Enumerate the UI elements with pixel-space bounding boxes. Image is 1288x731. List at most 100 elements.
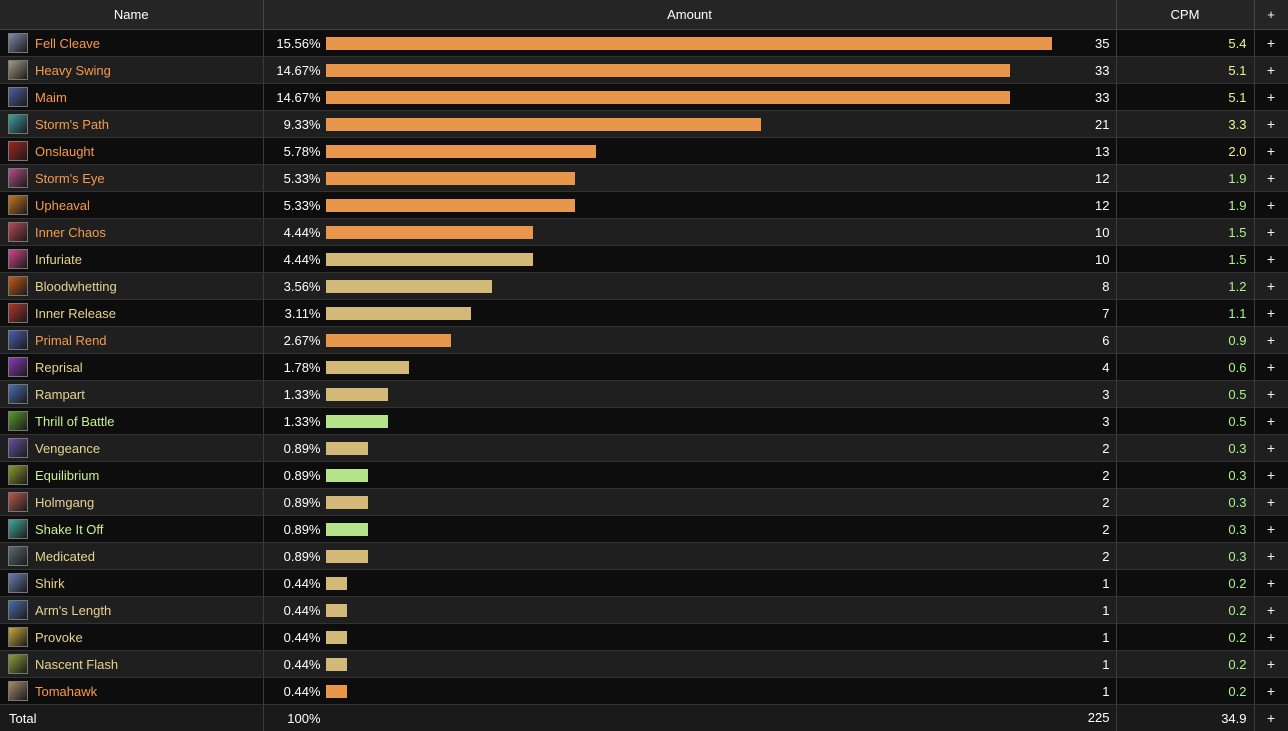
ability-name[interactable]: Medicated: [35, 549, 95, 564]
expand-row-button[interactable]: +: [1254, 651, 1288, 678]
expand-row-button[interactable]: +: [1254, 273, 1288, 300]
ability-name[interactable]: Reprisal: [35, 360, 83, 375]
expand-row-button[interactable]: +: [1254, 543, 1288, 570]
amount-bar: [326, 604, 347, 617]
expand-row-button[interactable]: +: [1254, 57, 1288, 84]
expand-row-button[interactable]: +: [1254, 678, 1288, 705]
ability-name[interactable]: Shirk: [35, 576, 65, 591]
ability-name[interactable]: Inner Release: [35, 306, 116, 321]
reprisal-icon: [8, 357, 28, 377]
expand-row-button[interactable]: +: [1254, 408, 1288, 435]
header-row: Name Amount CPM +: [0, 0, 1288, 30]
expand-row-button[interactable]: +: [1254, 570, 1288, 597]
cast-count: 12: [1095, 198, 1109, 213]
cast-count: 3: [1102, 387, 1109, 402]
amount-bar: [326, 415, 388, 428]
cast-count: 33: [1095, 90, 1109, 105]
ability-name[interactable]: Shake It Off: [35, 522, 103, 537]
ability-name[interactable]: Thrill of Battle: [35, 414, 114, 429]
ability-name[interactable]: Maim: [35, 90, 67, 105]
ability-name[interactable]: Bloodwhetting: [35, 279, 117, 294]
expand-row-button[interactable]: +: [1254, 246, 1288, 273]
ability-name[interactable]: Storm's Eye: [35, 171, 105, 186]
expand-row-button[interactable]: +: [1254, 462, 1288, 489]
cast-percent: 0.89%: [264, 522, 321, 537]
expand-row-button[interactable]: +: [1254, 165, 1288, 192]
ability-name[interactable]: Infuriate: [35, 252, 82, 267]
cast-percent: 1.33%: [264, 414, 321, 429]
expand-row-button[interactable]: +: [1254, 300, 1288, 327]
expand-row-button[interactable]: +: [1254, 219, 1288, 246]
ability-name[interactable]: Equilibrium: [35, 468, 99, 483]
cpm-header[interactable]: CPM: [1116, 0, 1254, 30]
cpm-value: 0.3: [1116, 462, 1254, 489]
expand-row-button[interactable]: +: [1254, 516, 1288, 543]
expand-row-button[interactable]: +: [1254, 30, 1288, 57]
ability-name[interactable]: Onslaught: [35, 144, 94, 159]
expand-row-button[interactable]: +: [1254, 435, 1288, 462]
ability-name[interactable]: Rampart: [35, 387, 85, 402]
cast-percent: 0.89%: [264, 441, 321, 456]
cast-percent: 9.33%: [264, 117, 321, 132]
expand-row-button[interactable]: +: [1254, 192, 1288, 219]
expand-row-button[interactable]: +: [1254, 489, 1288, 516]
expand-row-button[interactable]: +: [1254, 624, 1288, 651]
expand-row-button[interactable]: +: [1254, 597, 1288, 624]
cpm-value: 1.5: [1116, 219, 1254, 246]
cast-count: 8: [1102, 279, 1109, 294]
cast-count: 2: [1102, 495, 1109, 510]
ability-name[interactable]: Provoke: [35, 630, 83, 645]
cpm-value: 0.5: [1116, 408, 1254, 435]
ability-name[interactable]: Tomahawk: [35, 684, 97, 699]
expand-row-button[interactable]: +: [1254, 327, 1288, 354]
expand-all-button[interactable]: +: [1254, 0, 1288, 30]
cast-percent: 0.44%: [264, 603, 321, 618]
total-expand-button[interactable]: +: [1254, 705, 1288, 731]
amount-header[interactable]: Amount: [263, 0, 1116, 30]
ability-name[interactable]: Upheaval: [35, 198, 90, 213]
ability-name[interactable]: Inner Chaos: [35, 225, 106, 240]
ability-name[interactable]: Vengeance: [35, 441, 100, 456]
expand-row-button[interactable]: +: [1254, 354, 1288, 381]
ability-name[interactable]: Fell Cleave: [35, 36, 100, 51]
ability-name[interactable]: Nascent Flash: [35, 657, 118, 672]
cpm-value: 0.3: [1116, 489, 1254, 516]
expand-row-button[interactable]: +: [1254, 84, 1288, 111]
ability-name[interactable]: Primal Rend: [35, 333, 107, 348]
expand-row-button[interactable]: +: [1254, 381, 1288, 408]
expand-row-button[interactable]: +: [1254, 111, 1288, 138]
ability-name[interactable]: Holmgang: [35, 495, 94, 510]
name-header[interactable]: Name: [0, 0, 263, 30]
cast-percent: 4.44%: [264, 225, 321, 240]
ability-name[interactable]: Arm's Length: [35, 603, 111, 618]
ability-name[interactable]: Heavy Swing: [35, 63, 111, 78]
ability-name[interactable]: Storm's Path: [35, 117, 109, 132]
cpm-value: 5.1: [1116, 84, 1254, 111]
expand-row-button[interactable]: +: [1254, 138, 1288, 165]
